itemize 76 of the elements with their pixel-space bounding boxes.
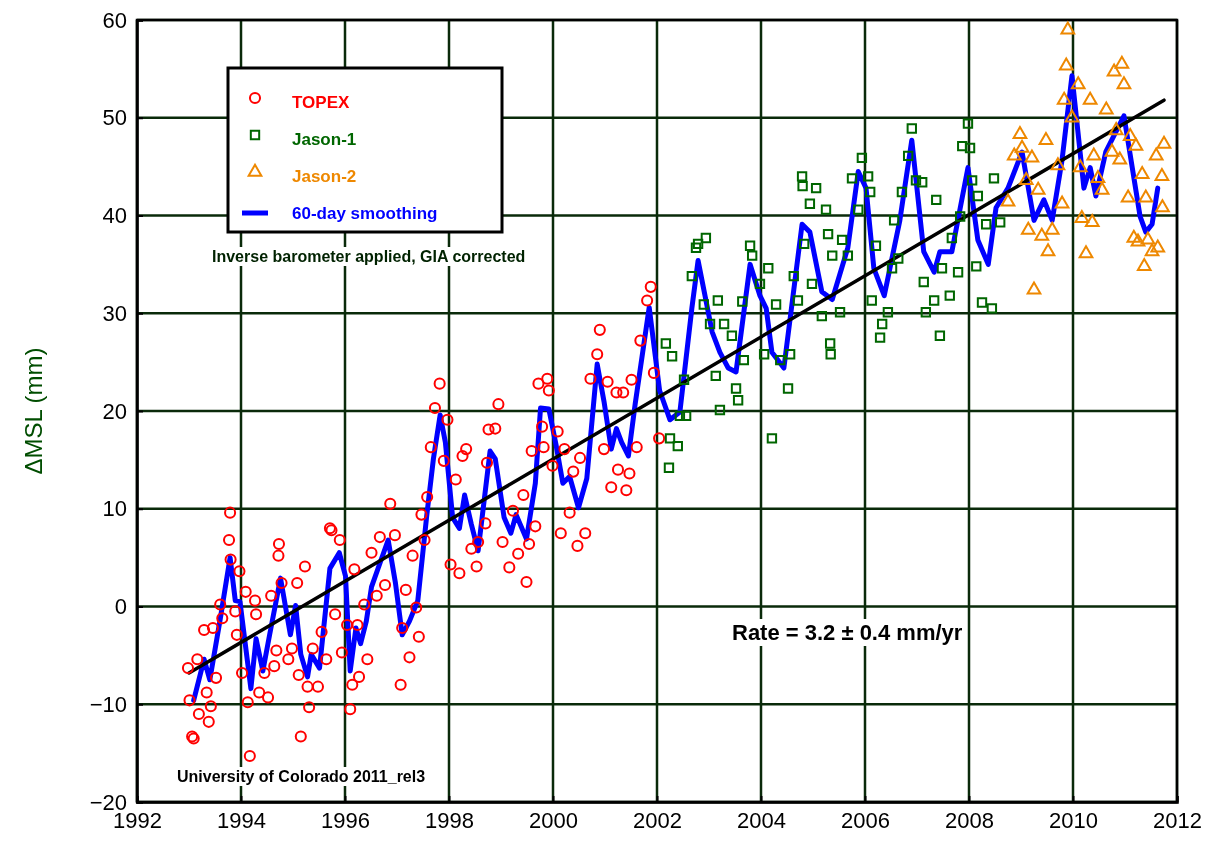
y-tick-label: 60 — [102, 7, 127, 33]
point — [1024, 149, 1040, 163]
point — [1155, 199, 1170, 213]
point — [1114, 55, 1130, 69]
x-tick-label: 2004 — [737, 807, 786, 833]
point — [1134, 166, 1150, 180]
point — [1130, 233, 1146, 247]
point — [1070, 76, 1086, 90]
point — [1150, 239, 1166, 253]
point — [1148, 147, 1164, 161]
x-tick-label: 2000 — [529, 807, 578, 833]
point — [1128, 137, 1144, 151]
point — [1136, 257, 1152, 271]
point — [1104, 143, 1120, 157]
point — [1082, 91, 1098, 105]
x-tick-label: 2002 — [633, 807, 682, 833]
legend-label: Jason-2 — [292, 167, 357, 186]
point — [1014, 139, 1030, 153]
point — [1108, 122, 1124, 136]
point — [1120, 189, 1136, 203]
point — [1056, 91, 1072, 105]
point — [1006, 147, 1022, 161]
x-tick-label: 2012 — [1153, 807, 1202, 833]
y-tick-label: 10 — [102, 496, 127, 522]
point — [1086, 147, 1102, 161]
point — [1044, 221, 1060, 235]
x-tick-label: 2008 — [945, 807, 994, 833]
point — [1122, 127, 1138, 141]
point — [1094, 181, 1110, 195]
point — [1064, 109, 1080, 123]
x-tick-label: 2006 — [841, 807, 890, 833]
annotation: Rate = 3.2 ± 0.4 mm/yr — [732, 620, 963, 645]
point — [1026, 281, 1042, 295]
point — [1034, 227, 1050, 241]
legend-label: TOPEX — [292, 93, 350, 112]
point — [1078, 245, 1094, 259]
y-tick-label: 0 — [114, 594, 127, 620]
y-tick-label: 30 — [102, 300, 127, 326]
y-tick-label: 20 — [102, 398, 127, 424]
point — [1038, 131, 1054, 145]
point — [1098, 101, 1114, 115]
x-tick-label: 2010 — [1049, 807, 1098, 833]
annotation: Inverse barometer applied, GIA corrected — [212, 248, 526, 265]
point — [1090, 170, 1106, 184]
point — [1030, 181, 1046, 195]
point — [1072, 159, 1088, 173]
x-tick-label: 1994 — [217, 807, 266, 833]
point — [1060, 21, 1076, 35]
point — [1054, 195, 1070, 209]
point — [1144, 243, 1160, 257]
point — [1020, 221, 1036, 235]
point — [1156, 135, 1172, 149]
point — [1074, 210, 1090, 224]
point — [1050, 157, 1066, 171]
point — [1116, 76, 1132, 90]
y-tick-label: 50 — [102, 105, 127, 131]
y-tick-label: 40 — [102, 203, 127, 229]
point — [1138, 189, 1154, 203]
point — [1040, 243, 1056, 257]
point — [1084, 214, 1100, 228]
y-tick-label: −10 — [89, 691, 127, 717]
point — [1012, 126, 1028, 140]
point — [1126, 229, 1142, 243]
x-tick-label: 1998 — [425, 807, 474, 833]
legend-label: 60-day smoothing — [292, 204, 438, 223]
annotation: University of Colorado 2011_rel3 — [177, 768, 426, 785]
legend-label: Jason-1 — [292, 130, 357, 149]
point — [1018, 171, 1034, 185]
point — [1140, 231, 1156, 245]
point — [1106, 63, 1122, 77]
point — [1112, 151, 1128, 165]
point — [1058, 57, 1074, 71]
point — [1000, 193, 1016, 207]
x-tick-label: 1996 — [321, 807, 370, 833]
point — [1154, 168, 1170, 182]
y-axis-title: ΔMSL (mm) — [20, 347, 47, 475]
